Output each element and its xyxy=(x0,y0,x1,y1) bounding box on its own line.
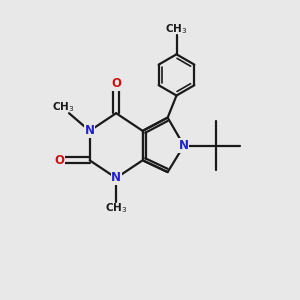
Text: N: N xyxy=(111,172,121,184)
Text: N: N xyxy=(179,139,189,152)
Text: O: O xyxy=(111,77,121,90)
Text: O: O xyxy=(55,154,64,167)
Text: CH$_3$: CH$_3$ xyxy=(52,100,75,114)
Text: N: N xyxy=(85,124,94,137)
Text: CH$_3$: CH$_3$ xyxy=(165,22,188,36)
Text: CH$_3$: CH$_3$ xyxy=(105,202,128,215)
